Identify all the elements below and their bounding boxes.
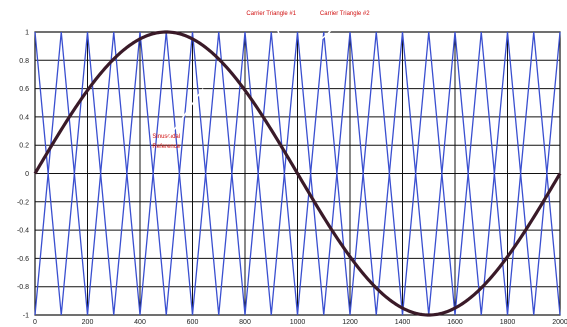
annotation-label: Reference [152,144,180,150]
y-tick-label: 0.8 [19,58,29,65]
annotations: Carrier Triangle #1 Carrier Triangle #2 Si… [152,11,370,150]
x-tick-label: 800 [239,319,251,326]
x-tick-label: 200 [82,319,94,326]
sinusoidal-reference-line [33,30,562,317]
y-tick-label: 0.4 [19,114,29,121]
y-tick-label: 0.6 [19,86,29,93]
x-tick-label: 400 [134,319,146,326]
y-tick-label: -0.6 [17,256,29,263]
y-tick-label: 0 [25,171,29,178]
x-tick-labels: 0 200 400 600 800 1000 1200 1400 1600 1800 2000 [33,319,567,326]
y-tick-label: -1 [23,313,29,320]
x-tick-label: 1000 [290,319,306,326]
y-tick-label: -0.2 [17,199,29,206]
annotation-arrow [165,88,204,142]
x-tick-label: 0 [33,319,37,326]
annotation-arrow [270,17,288,50]
y-tick-label: -0.4 [17,228,29,235]
y-tick-label: 1 [25,30,29,37]
annotation-label: Sinusoidal [152,134,180,140]
y-tick-label: -0.8 [17,284,29,291]
x-tick-label: 2000 [552,319,567,326]
x-tick-label: 1800 [500,319,516,326]
annotation-label: Carrier Triangle #1 [246,11,296,17]
y-tick-labels: -1 -0.8 -0.6 -0.4 -0.2 0 0.2 0.4 0.6 0.8 1 [17,30,29,320]
y-tick-label: 0.2 [19,143,29,150]
x-tick-label: 600 [187,319,199,326]
x-tick-label: 1600 [447,319,463,326]
carrier-triangle-line-2 [34,31,561,316]
x-tick-label: 1400 [395,319,411,326]
annotation-label: Carrier Triangle #2 [320,11,370,17]
x-tick-label: 1200 [342,319,358,326]
carrier-triangle-line-1 [34,31,561,316]
annotation-arrow [310,17,346,50]
series-group [33,30,562,317]
